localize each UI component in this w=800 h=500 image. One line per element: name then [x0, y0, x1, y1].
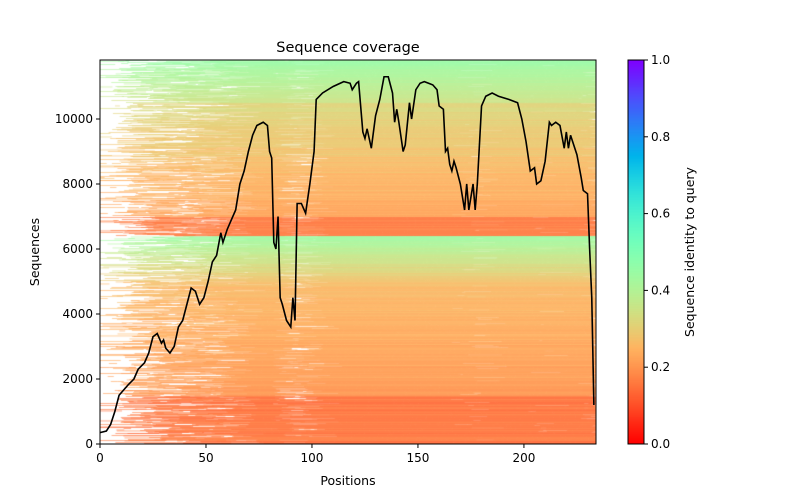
y-tick-label: 6000	[62, 242, 93, 256]
y-tick-label: 4000	[62, 307, 93, 321]
colorbar-tick-label: 0.8	[651, 130, 670, 144]
y-tick-label: 0	[85, 437, 93, 451]
plot-frame	[99, 59, 597, 445]
chart-title: Sequence coverage	[276, 40, 420, 56]
colorbar-tick-label: 0.6	[651, 207, 670, 221]
colorbar-gradient	[628, 60, 644, 444]
x-tick-label: 100	[301, 451, 324, 465]
x-tick-label: 0	[96, 451, 104, 465]
coverage-line	[99, 75, 595, 434]
y-tick-label: 10000	[55, 112, 93, 126]
y-tick-label: 2000	[62, 372, 93, 386]
x-tick-label: 50	[198, 451, 213, 465]
colorbar-label: Sequence identity to query	[682, 166, 697, 337]
y-axis-label: Sequences	[27, 218, 42, 286]
colorbar-frame	[627, 59, 645, 445]
colorbar-tick-label: 1.0	[651, 53, 670, 67]
x-axis-label: Positions	[320, 473, 375, 488]
colorbar-tick-label: 0.0	[651, 437, 670, 451]
colorbar-tick-label: 0.2	[651, 360, 670, 374]
x-tick-label: 150	[406, 451, 429, 465]
y-tick-label: 8000	[62, 177, 93, 191]
coverage-heatmap	[100, 60, 596, 444]
colorbar-tick-label: 0.4	[651, 283, 670, 297]
x-tick-label: 200	[512, 451, 535, 465]
